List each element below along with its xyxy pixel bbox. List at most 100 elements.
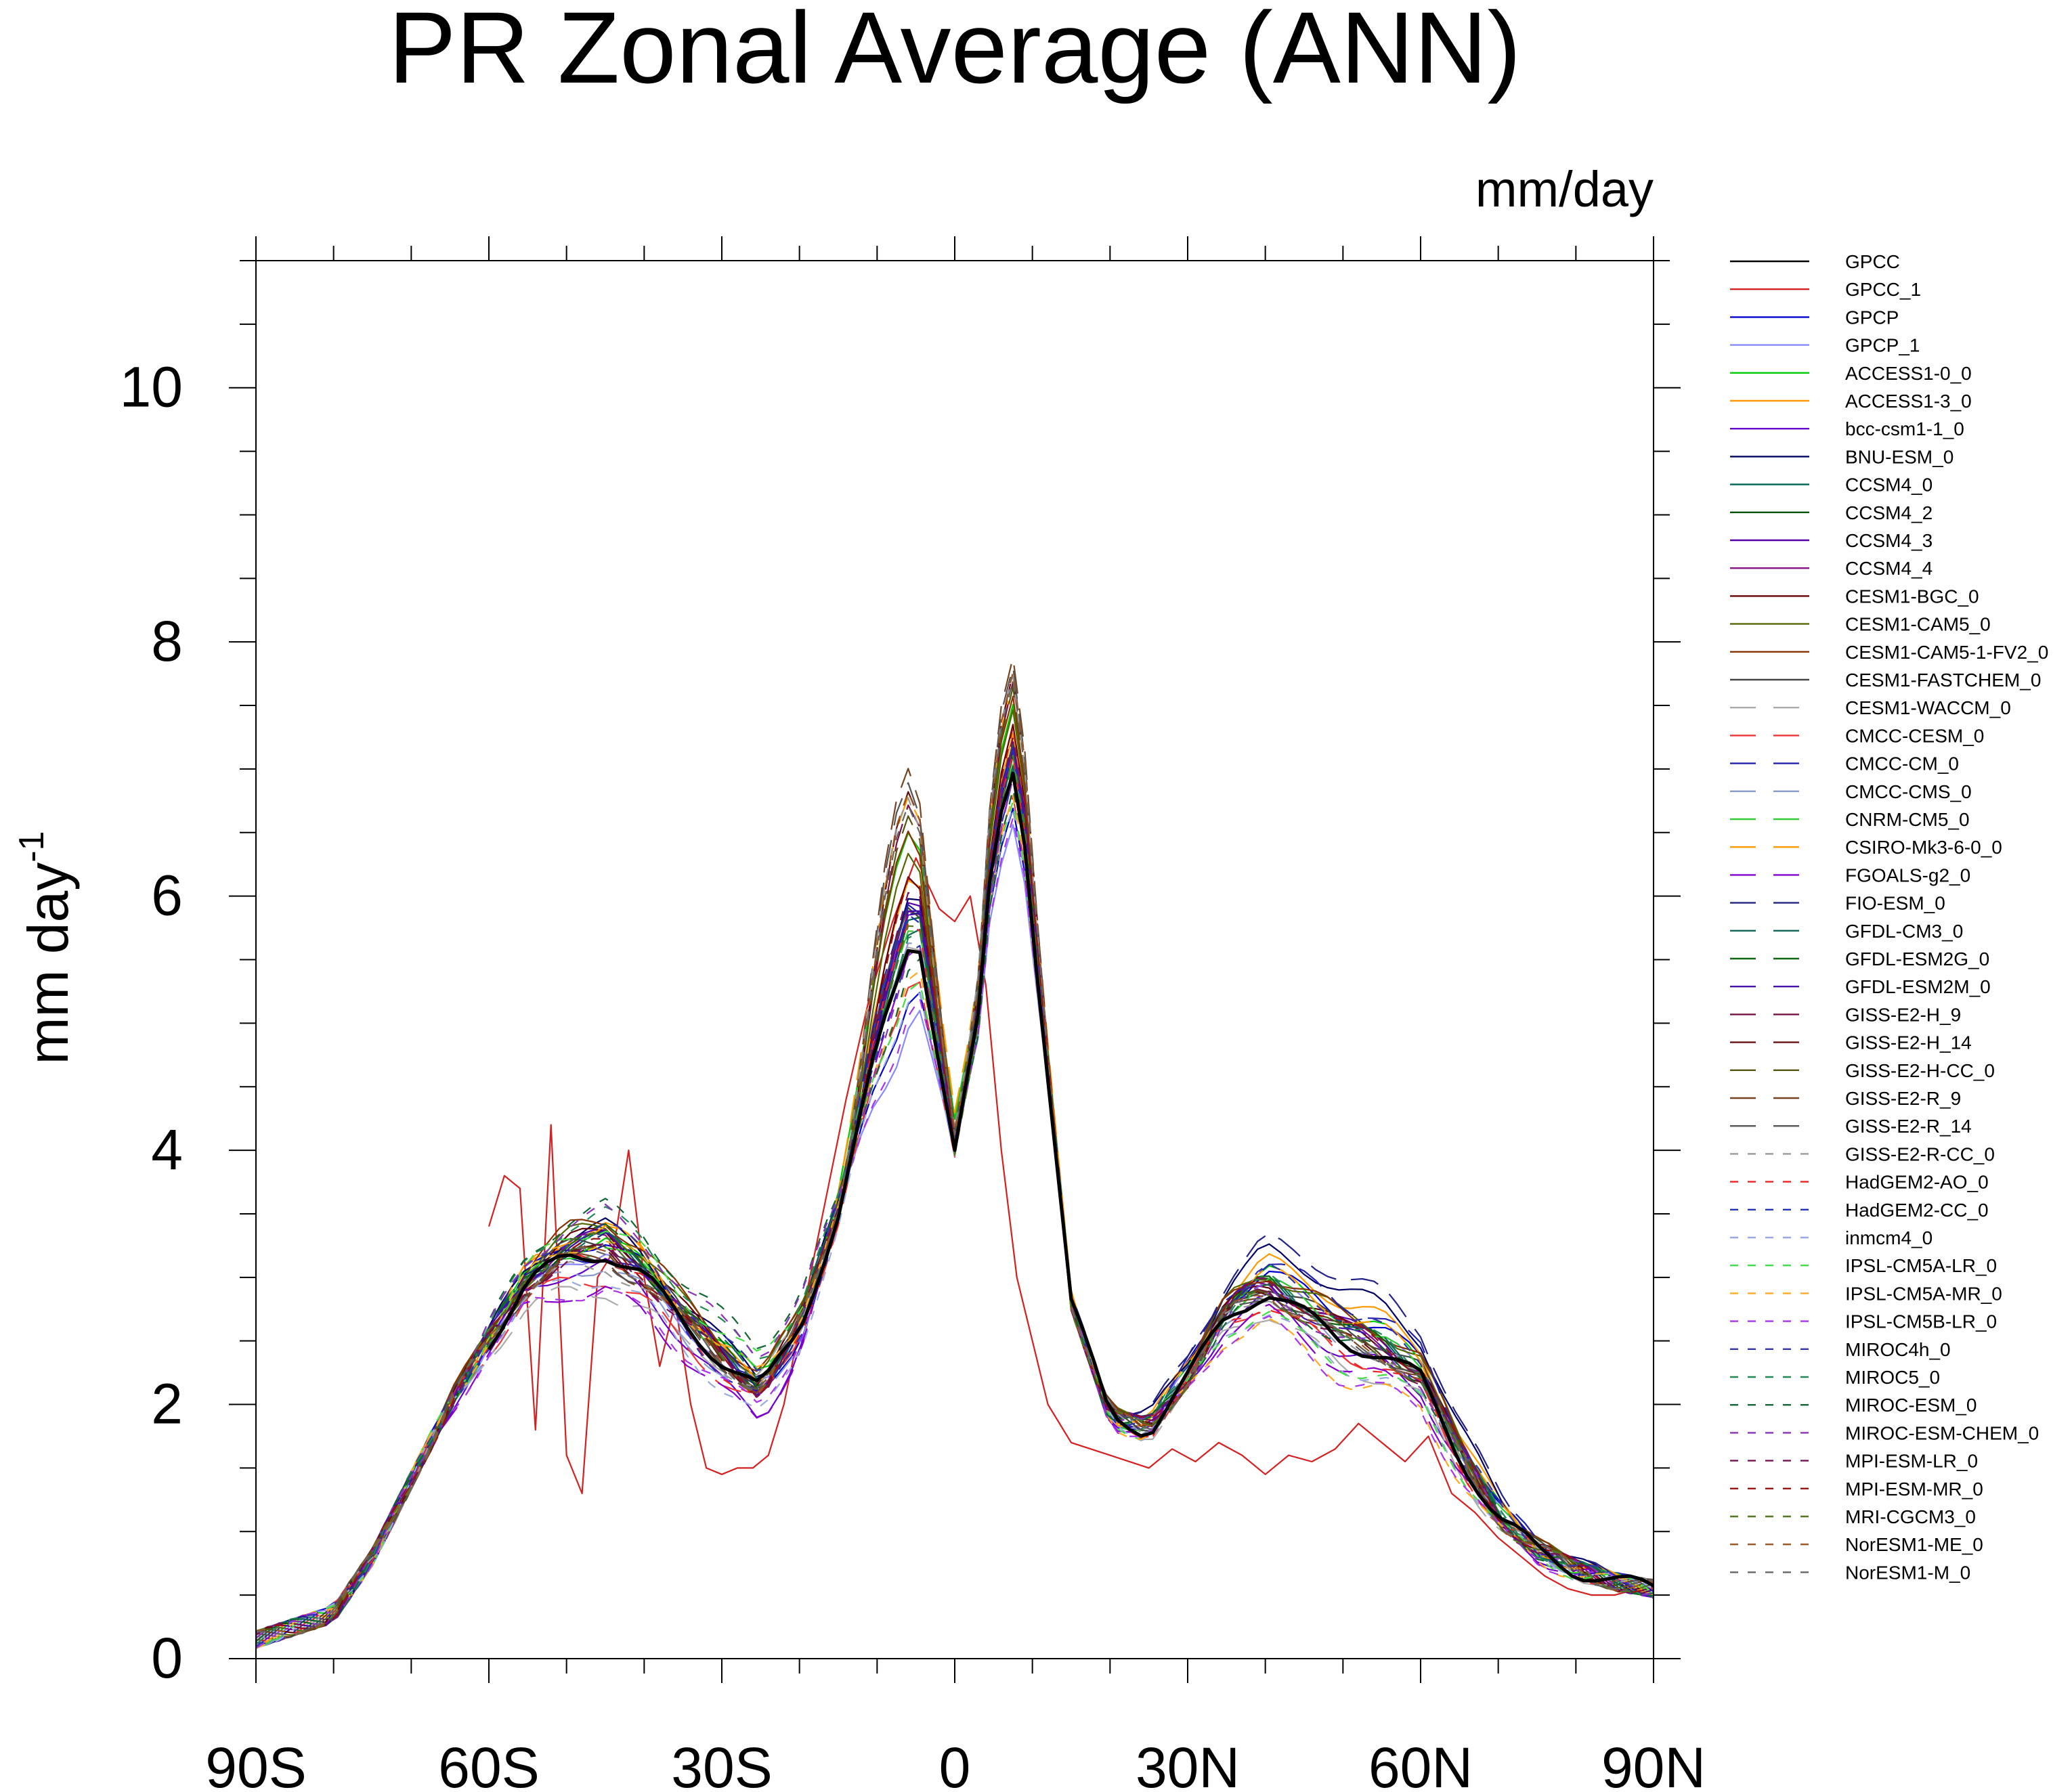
series-line-IPSL-CM5A-LR_0 (256, 800, 1654, 1648)
series-line-GPCC (487, 771, 1654, 1588)
legend-label: CCSM4_3 (1845, 530, 1933, 551)
series-line-BNU-ESM_0 (256, 742, 1654, 1642)
y-tick-label: 10 (120, 355, 183, 419)
legend-label: bcc-csm1-1_0 (1845, 418, 1964, 439)
series-line-CESM1-WACCM_0 (256, 769, 1654, 1642)
x-tick-label: 90S (205, 1736, 306, 1792)
series-line-CSIRO-Mk3-6-0_0 (256, 681, 1654, 1649)
legend-label: CMCC-CESM_0 (1845, 725, 1984, 746)
legend-label: CESM1-WACCM_0 (1845, 697, 2011, 718)
series-line-CMCC-CESM_0 (256, 795, 1654, 1644)
series-line-MPI-ESM-LR_0 (256, 736, 1654, 1636)
y-tick-label: 6 (151, 864, 183, 927)
legend-label: GISS-E2-R_14 (1845, 1116, 1972, 1137)
legend-label: BNU-ESM_0 (1845, 446, 1954, 467)
legend-label: IPSL-CM5B-LR_0 (1845, 1311, 1997, 1332)
legend-label: CESM1-FASTCHEM_0 (1845, 670, 2041, 691)
units-label: mm/day (1475, 161, 1654, 217)
series-line-GISS-E2-R_9 (256, 657, 1654, 1636)
chart-title: PR Zonal Average (ANN) (389, 0, 1521, 104)
legend-label: GFDL-ESM2M_0 (1845, 976, 1991, 997)
legend-label: ACCESS1-3_0 (1845, 391, 1972, 412)
legend-label: CESM1-BGC_0 (1845, 586, 1979, 607)
legend-label: GFDL-CM3_0 (1845, 921, 1963, 942)
legend-label: FGOALS-g2_0 (1845, 865, 1970, 886)
legend-label: GISS-E2-R-CC_0 (1845, 1143, 1995, 1164)
series-line-ACCESS1-3_0 (256, 733, 1654, 1648)
legend-label: NorESM1-ME_0 (1845, 1534, 1983, 1555)
legend-label: GPCC_1 (1845, 279, 1921, 300)
series-line-inmcm4_0 (256, 806, 1654, 1646)
legend-label: MIROC5_0 (1845, 1367, 1940, 1388)
y-tick-label: 8 (151, 609, 183, 673)
y-tick-label: 0 (151, 1626, 183, 1690)
series-line-GISS-E2-H-CC_0 (256, 686, 1654, 1634)
legend-label: IPSL-CM5A-MR_0 (1845, 1283, 2002, 1304)
legend-label: GPCC (1845, 251, 1900, 272)
legend-label: MIROC-ESM-CHEM_0 (1845, 1422, 2039, 1443)
series-line-MIROC4h_0 (256, 777, 1654, 1648)
series-line-CESM1-CAM5_0 (256, 709, 1654, 1636)
x-tick-label: 60S (438, 1736, 539, 1792)
legend-label: HadGEM2-CC_0 (1845, 1200, 1989, 1221)
legend: GPCC GPCC_1 GPCP GPCP_1 ACCESS1-0_0 ACCESS1-3… (1730, 251, 2048, 1583)
series-line-MIROC-ESM_0 (256, 788, 1654, 1642)
series-line-bcc-csm1-1_0 (256, 753, 1654, 1645)
x-tick-label: 30N (1136, 1736, 1240, 1792)
legend-label: GISS-E2-H-CC_0 (1845, 1060, 1995, 1081)
legend-label: GISS-E2-H_14 (1845, 1032, 1972, 1053)
legend-label: GISS-E2-H_9 (1845, 1004, 1961, 1025)
series-line-IPSL-CM5A-MR_0 (256, 794, 1654, 1649)
series-line-IPSL-CM5B-LR_0 (256, 817, 1654, 1649)
x-tick-labels: 90S 60S 30S 0 30N 60N 90N (205, 1736, 1706, 1792)
legend-label: CCSM4_0 (1845, 475, 1933, 496)
series-line-GPCP (256, 807, 1654, 1648)
series-line-CCSM4_2 (256, 747, 1654, 1636)
series-line-FIO-ESM_0 (256, 752, 1654, 1645)
legend-label: CESM1-CAM5_0 (1845, 614, 1991, 635)
legend-label: HadGEM2-AO_0 (1845, 1172, 1989, 1193)
legend-label: MPI-ESM-MR_0 (1845, 1479, 1983, 1500)
series-line-GPCP_1 (256, 824, 1654, 1649)
legend-label: FIO-ESM_0 (1845, 893, 1945, 914)
series-line-ACCESS1-0_0 (256, 703, 1654, 1649)
series-line-MIROC-ESM-CHEM_0 (256, 777, 1654, 1639)
plot-area (256, 657, 1654, 1649)
series-line-CCSM4_3 (256, 741, 1654, 1634)
legend-label: MIROC-ESM_0 (1845, 1395, 1977, 1416)
legend-label: MRI-CGCM3_0 (1845, 1506, 1976, 1527)
series-line-MPI-ESM-MR_0 (256, 726, 1654, 1634)
x-tick-label: 90N (1601, 1736, 1706, 1792)
legend-label: CCSM4_4 (1845, 558, 1933, 579)
legend-label: MIROC4h_0 (1845, 1339, 1951, 1360)
series-line-FGOALS-g2_0 (256, 778, 1654, 1648)
series-line-NorESM1-M_0 (256, 679, 1654, 1636)
legend-label: GPCP (1845, 307, 1899, 328)
series-line-GFDL-CM3_0 (256, 765, 1654, 1642)
legend-label: GFDL-ESM2G_0 (1845, 948, 1989, 969)
series-line-HadGEM2-AO_0 (256, 754, 1654, 1642)
legend-label: MPI-ESM-LR_0 (1845, 1451, 1978, 1472)
series-line-NorESM1-ME_0 (256, 671, 1654, 1634)
legend-label: GISS-E2-R_9 (1845, 1088, 1961, 1109)
x-tick-label: 0 (939, 1736, 971, 1792)
series-line-CMCC-CMS_0 (256, 770, 1654, 1648)
series-line-CCSM4_4 (256, 745, 1654, 1632)
y-axis-label-exponent: -1 (12, 831, 51, 862)
series-line-MIROC5_0 (256, 768, 1654, 1645)
legend-label: CCSM4_2 (1845, 502, 1933, 523)
series-line-CESM1-BGC_0 (256, 724, 1654, 1634)
series-line-CNRM-CM5_0 (256, 764, 1654, 1649)
series-line-CMCC-CM_0 (256, 745, 1654, 1646)
series-line-CESM1-FASTCHEM_0 (256, 743, 1654, 1640)
legend-label: CSIRO-Mk3-6-0_0 (1845, 837, 2002, 858)
legend-label: CESM1-CAM5-1-FV2_0 (1845, 642, 2048, 663)
series-line-CCSM4_0 (256, 754, 1654, 1639)
legend-label: CNRM-CM5_0 (1845, 809, 1970, 830)
series-line-GFDL-ESM2M_0 (256, 747, 1654, 1636)
legend-label: ACCESS1-0_0 (1845, 363, 1972, 384)
y-tick-labels: 0 2 4 6 8 10 (120, 355, 183, 1690)
legend-label: inmcm4_0 (1845, 1227, 1933, 1248)
legend-label: CMCC-CM_0 (1845, 753, 1959, 774)
